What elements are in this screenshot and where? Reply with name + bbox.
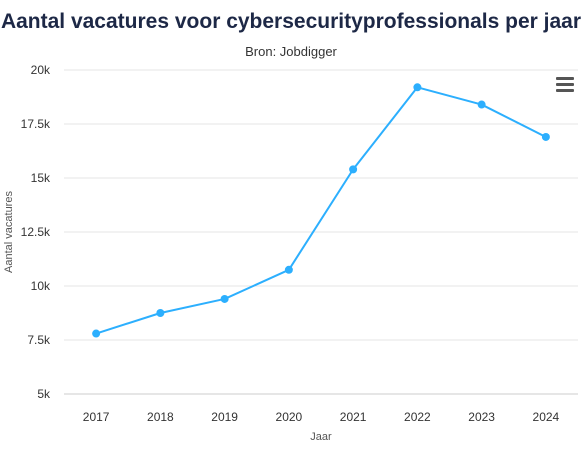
data-point[interactable] <box>349 165 358 174</box>
chart-title: Aantal vacatures voor cybersecurityprofe… <box>0 10 582 33</box>
x-tick-label: 2021 <box>340 410 367 424</box>
x-tick-label: 2020 <box>276 410 303 424</box>
data-point[interactable] <box>92 329 101 338</box>
y-tick-label: 17.5k <box>21 117 51 131</box>
y-tick-label: 10k <box>31 279 51 293</box>
x-tick-label: 2022 <box>404 410 431 424</box>
x-tick-label: 2017 <box>83 410 110 424</box>
data-point[interactable] <box>541 132 550 141</box>
y-tick-label: 5k <box>37 387 51 401</box>
data-point[interactable] <box>413 83 422 92</box>
chart-subtitle: Bron: Jobdigger <box>245 44 337 59</box>
y-axis-title: Aantal vacatures <box>3 191 15 273</box>
y-axis-ticks: 5k 7.5k 10k 12.5k 15k 17.5k 20k <box>21 63 51 401</box>
y-tick-label: 7.5k <box>27 333 51 347</box>
x-tick-label: 2023 <box>468 410 495 424</box>
data-point[interactable] <box>477 100 486 109</box>
x-tick-label: 2018 <box>147 410 174 424</box>
x-tick-label: 2019 <box>211 410 238 424</box>
grid-lines <box>64 69 578 395</box>
x-axis-title: Jaar <box>310 431 332 443</box>
y-tick-label: 15k <box>31 171 51 185</box>
data-point[interactable] <box>284 265 293 274</box>
y-tick-label: 20k <box>31 63 51 77</box>
series-line <box>95 86 547 335</box>
hamburger-menu-icon[interactable] <box>556 77 574 93</box>
y-tick-label: 12.5k <box>21 225 51 239</box>
x-tick-label: 2024 <box>533 410 560 424</box>
data-point[interactable] <box>220 294 229 303</box>
x-axis-ticks: 2017 2018 2019 2020 2021 2022 2023 2024 <box>83 410 560 424</box>
series <box>92 83 550 338</box>
data-point[interactable] <box>156 309 165 317</box>
